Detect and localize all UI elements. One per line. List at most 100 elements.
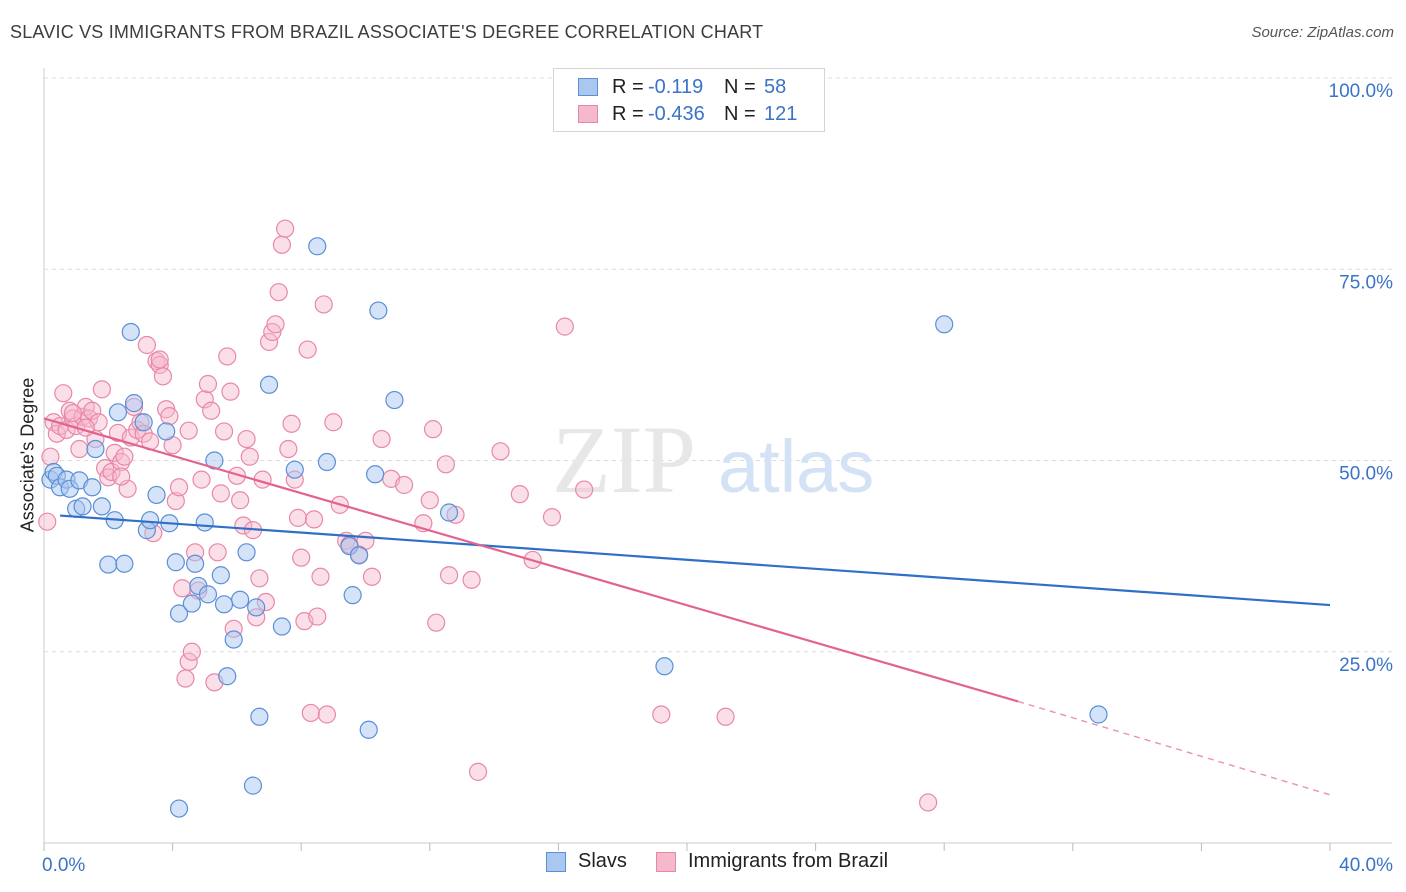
slavs-point — [169, 604, 189, 623]
brazil-point — [202, 401, 221, 420]
brazil-point — [259, 332, 279, 352]
brazil-point — [83, 401, 102, 420]
brazil-point — [137, 335, 156, 355]
legend-r-label: R = — [612, 75, 644, 98]
slavs-point — [214, 595, 234, 614]
brazil-point — [218, 347, 237, 366]
legend-n-label: N = — [724, 75, 756, 98]
legend-r-label: R = — [612, 102, 644, 125]
brazil-point — [542, 508, 562, 527]
slavs-point — [259, 375, 279, 394]
slavs-point — [237, 543, 256, 562]
slavs-point — [115, 554, 134, 573]
brazil-point — [112, 452, 131, 472]
brazil-point — [276, 219, 295, 238]
brazil-point — [182, 642, 201, 661]
slavs-point — [349, 546, 369, 565]
y-axis-label: Associate's Degree — [17, 377, 38, 533]
slavs-point — [211, 566, 230, 585]
brazil-point — [423, 420, 443, 439]
slavs-point — [224, 630, 243, 649]
trend-lines — [43, 417, 1331, 796]
slavs-point — [308, 237, 327, 256]
brazil-point — [272, 235, 292, 254]
axes — [43, 68, 1392, 851]
series-legend-slavs[interactable]: Slavs — [546, 850, 627, 873]
slavs-point — [369, 301, 388, 320]
legend-row-slavs: R = -0.119 N = 58 — [578, 75, 786, 99]
brazil-point — [153, 367, 173, 386]
slavs-point — [186, 554, 205, 573]
brazil-point — [491, 442, 510, 461]
x-tick-label: 0.0% — [42, 855, 85, 876]
watermark: ZIP atlas — [552, 406, 874, 513]
slavs-swatch — [546, 851, 566, 872]
brazil-point — [292, 548, 311, 567]
slavs-point — [247, 598, 266, 617]
slavs-point — [108, 403, 128, 422]
slavs-point — [140, 511, 160, 530]
slavs-point — [99, 555, 118, 574]
brazil-swatch — [656, 851, 676, 872]
slavs-point — [359, 720, 378, 739]
brazil-point — [221, 382, 240, 401]
watermark-zip: ZIP — [552, 406, 696, 513]
brazil-point — [298, 340, 317, 359]
x-tick-label: 40.0% — [1339, 855, 1393, 876]
brazil-point — [237, 429, 256, 449]
slavs-point — [285, 460, 304, 479]
brazil-point — [462, 570, 481, 589]
brazil-point — [439, 566, 459, 585]
slavs-trend-line — [59, 514, 1331, 607]
brazil-point — [436, 455, 455, 474]
brazil-point — [76, 418, 95, 437]
y-tick-label: 100.0% — [1329, 81, 1394, 102]
brazil-point — [420, 491, 439, 510]
slavs-point — [250, 707, 269, 726]
slavs-point — [195, 513, 214, 532]
watermark-atlas: atlas — [718, 425, 874, 508]
slavs-legend-label: Slavs — [578, 850, 627, 872]
brazil-point — [54, 384, 73, 403]
series-legend-brazil[interactable]: Immigrants from Brazil — [656, 850, 888, 873]
legend-swatch-slavs — [578, 78, 598, 96]
tick-labels: 25.0% 50.0% 75.0% 100.0% 0.0% 40.0% — [42, 81, 1393, 876]
brazil-point — [70, 439, 89, 459]
brazil-point — [38, 512, 57, 531]
slavs-point — [147, 485, 166, 505]
grid-lines — [44, 77, 1392, 653]
slavs-point — [121, 322, 140, 342]
brazil-point — [301, 703, 320, 723]
slavs-point — [218, 667, 237, 686]
slavs-point — [366, 465, 385, 484]
brazil-point — [214, 422, 234, 441]
slavs-point — [655, 657, 674, 676]
y-tick-label: 75.0% — [1339, 272, 1393, 293]
brazil-point — [192, 470, 211, 489]
brazil-point — [250, 569, 269, 588]
brazil-point — [427, 613, 446, 632]
slavs-point — [243, 776, 263, 795]
slavs-point — [73, 497, 92, 516]
slavs-point — [385, 390, 404, 410]
brazil-point — [919, 793, 938, 812]
source-label: Source: ZipAtlas.com — [1251, 24, 1394, 41]
brazil-point — [311, 567, 330, 586]
brazil-point — [394, 475, 414, 495]
brazil-point — [468, 762, 488, 781]
slavs-points — [41, 237, 1108, 818]
brazil-point — [288, 508, 308, 527]
brazil-point — [240, 447, 259, 466]
slavs-point — [134, 413, 153, 432]
brazil-point — [102, 462, 121, 482]
brazil-point — [92, 380, 111, 399]
slavs-point — [92, 497, 111, 516]
brazil-point — [510, 485, 529, 504]
legend-swatch-brazil — [578, 105, 598, 123]
brazil-point — [575, 480, 594, 499]
brazil-point — [362, 567, 382, 586]
brazil-point — [41, 447, 60, 466]
brazil-point — [324, 413, 343, 432]
brazil-point — [372, 429, 391, 449]
